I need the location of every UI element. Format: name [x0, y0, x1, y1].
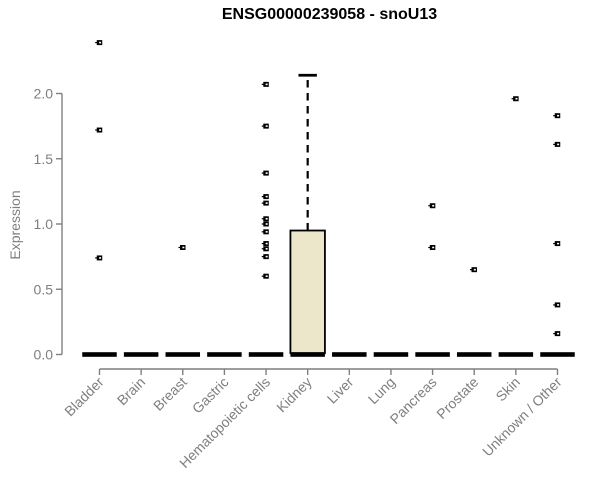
outlier-tick [553, 304, 556, 306]
outlier-point-center [265, 247, 268, 250]
outlier-point-center [265, 255, 268, 258]
outlier-point-center [99, 129, 102, 131]
median-bar [207, 352, 242, 357]
y-axis-label: Expression [7, 190, 23, 260]
x-tick-label: Breast [150, 374, 190, 414]
outlier-tick [428, 246, 431, 249]
outlier-point-center [557, 143, 560, 146]
outlier-tick [261, 242, 264, 245]
outlier-point-center [265, 217, 268, 220]
y-tick-label: 2.0 [34, 86, 54, 102]
outlier-tick [261, 83, 264, 85]
median-bar [373, 352, 409, 357]
outlier-tick [261, 275, 264, 277]
x-tick-label: Kidney [273, 374, 315, 416]
outlier-point-center [265, 231, 268, 233]
outlier-tick [511, 98, 514, 100]
outlier-point-center [557, 242, 560, 245]
outlier-tick [553, 333, 556, 335]
outlier-tick [261, 248, 264, 250]
median-bar [123, 352, 159, 357]
outlier-point-center [557, 114, 560, 117]
chart-title: ENSG00000239058 - snoU13 [221, 6, 438, 23]
outlier-tick [261, 218, 264, 220]
outlier-point-center [432, 246, 435, 249]
y-tick-label: 1.0 [34, 216, 54, 232]
median-bar [290, 352, 325, 357]
outlier-point-center [265, 125, 268, 127]
y-tick-label: 0.0 [34, 347, 54, 363]
y-tick-label: 1.5 [34, 151, 54, 167]
outlier-tick [469, 269, 472, 271]
outlier-tick [178, 246, 181, 249]
outlier-tick [261, 172, 264, 174]
outlier-tick [261, 223, 264, 225]
outlier-point-center [265, 195, 268, 198]
median-bar [415, 352, 450, 357]
outlier-tick [553, 143, 556, 145]
x-tick-label: Skin [492, 374, 523, 405]
outlier-point-center [265, 83, 268, 86]
outlier-point-center [265, 223, 268, 225]
outlier-point-center [265, 275, 268, 277]
outlier-point-center [557, 332, 560, 335]
x-tick-label: Unknown / Other [479, 374, 565, 460]
outlier-tick [553, 115, 556, 117]
median-bar [248, 352, 284, 357]
outlier-tick [95, 257, 98, 259]
outlier-point-center [432, 204, 435, 207]
outlier-point-center [182, 246, 185, 249]
outlier-tick [261, 195, 264, 198]
x-tick-label: Brain [114, 374, 148, 408]
outlier-point-center [265, 242, 268, 245]
outlier-tick [95, 42, 98, 44]
x-tick-label: Bladder [61, 374, 107, 420]
x-tick-label: Liver [324, 374, 357, 407]
outlier-point-center [515, 97, 518, 100]
outlier-tick [261, 231, 264, 233]
outlier-point-center [557, 304, 560, 306]
outlier-tick [553, 242, 556, 245]
y-tick-label: 0.5 [34, 281, 54, 297]
outlier-point-center [99, 41, 102, 44]
x-tick-label: Lung [365, 374, 398, 407]
outlier-point-center [99, 257, 102, 259]
outlier-point-center [265, 172, 268, 174]
outlier-point-center [473, 268, 476, 271]
median-bar [165, 352, 201, 357]
outlier-tick [261, 125, 264, 127]
outlier-tick [261, 202, 264, 204]
median-bar [82, 352, 117, 357]
median-bar [332, 352, 367, 357]
outlier-tick [95, 129, 98, 131]
outlier-point-center [265, 202, 268, 204]
median-bar [456, 352, 492, 357]
median-bar [498, 352, 534, 357]
median-bar [540, 352, 575, 357]
outlier-tick [261, 256, 264, 258]
x-tick-label: Prostate [433, 374, 481, 422]
box [289, 229, 326, 355]
outlier-tick [428, 205, 431, 207]
